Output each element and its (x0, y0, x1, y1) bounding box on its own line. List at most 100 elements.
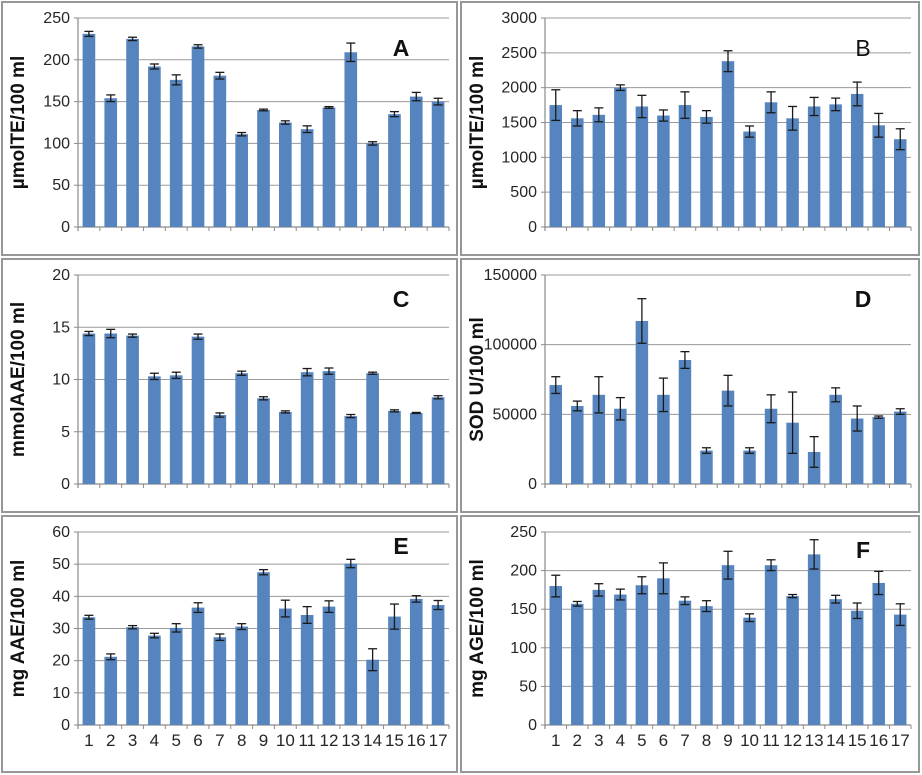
bar (657, 578, 670, 725)
x-tick-label: 12 (320, 731, 339, 750)
y-tick-label: 0 (61, 476, 70, 493)
panel-letter: B (855, 35, 870, 61)
bar (409, 598, 423, 725)
bar (366, 373, 379, 484)
x-tick-label: 17 (429, 731, 448, 750)
bar (344, 563, 358, 725)
x-tick-label: 8 (702, 731, 711, 750)
bar (235, 373, 249, 484)
bar (635, 320, 649, 484)
bar (409, 412, 423, 484)
bar (807, 106, 821, 227)
y-axis-title: µmolTE/100 ml (8, 56, 29, 189)
bar (104, 98, 118, 227)
y-tick-label: 0 (61, 219, 70, 236)
y-tick-label: 2500 (501, 45, 537, 62)
panel-e: 0 10 20 30 40 50 60 1 2 3 4 5 6 7 8 9 10 11 12 13 14 15 16 17 mg… (1, 515, 458, 773)
bar (388, 410, 401, 484)
bar (893, 139, 907, 227)
x-tick-label: 3 (128, 731, 137, 750)
y-tick-label: 0 (528, 717, 537, 734)
panel-a: 0 50 100 150 200 250 µmolTE/100 ml A (1, 1, 458, 256)
bar (235, 626, 249, 725)
y-tick-label: 60 (52, 524, 70, 541)
y-tick-label: 20 (52, 267, 70, 284)
bar (388, 616, 401, 725)
x-tick-label: 9 (723, 731, 732, 750)
bar (322, 371, 336, 484)
panel-letter: D (855, 286, 872, 312)
panel-letter: E (393, 533, 408, 559)
panel-letter: A (393, 35, 410, 61)
bar (366, 659, 379, 725)
x-tick-label: 4 (616, 731, 625, 750)
bar (409, 96, 423, 227)
bar (126, 627, 139, 725)
bar (743, 450, 756, 484)
bar (721, 61, 735, 228)
bar (388, 114, 401, 227)
x-tick-label: 14 (826, 731, 845, 750)
y-tick-label: 200 (510, 563, 537, 580)
x-tick-label: 7 (215, 731, 224, 750)
bar (191, 336, 205, 484)
bar (678, 105, 692, 227)
x-tick-label: 4 (150, 731, 159, 750)
bar (592, 394, 606, 484)
bar (148, 376, 161, 484)
bar (82, 333, 96, 484)
bar (278, 411, 292, 484)
panel-c: 0 5 10 15 20 mmolAAE/100 ml C (1, 258, 458, 513)
panel-d: 0 50000 100000 150000 SOD U/100 ml D (460, 258, 920, 513)
y-tick-label: 40 (52, 588, 70, 605)
bar (148, 635, 161, 725)
bar (169, 375, 183, 484)
bar (614, 594, 627, 725)
bar (635, 585, 649, 725)
y-tick-label: 250 (43, 10, 70, 27)
x-tick-label: 13 (805, 731, 824, 750)
y-axis-title: µmolTE/100 ml (467, 56, 488, 189)
bar (278, 122, 292, 227)
bar (571, 405, 584, 484)
bar (300, 129, 314, 227)
x-tick-label: 10 (276, 731, 295, 750)
y-tick-label: 2000 (501, 80, 537, 97)
bar (549, 385, 563, 484)
bar (807, 554, 821, 725)
bar (126, 335, 139, 484)
bar-chart-b: 0 500 1000 1500 2000 2500 3000 µmolTE/100 ml B (467, 10, 912, 236)
bar (614, 408, 627, 484)
y-tick-label: 50000 (493, 406, 538, 423)
x-tick-label: 15 (848, 731, 867, 750)
x-tick-label: 11 (762, 731, 780, 750)
y-tick-label: 0 (528, 476, 537, 493)
y-axis-title: SOD U/100 ml (467, 317, 488, 442)
bar (592, 589, 606, 725)
bar (829, 104, 842, 227)
y-tick-label: 150 (510, 601, 537, 618)
x-tick-label: 3 (594, 731, 603, 750)
bar (257, 572, 270, 725)
y-tick-label: 0 (528, 219, 537, 236)
bar (549, 586, 563, 725)
bar (213, 415, 227, 484)
y-tick-label: 100 (43, 135, 70, 152)
bar (257, 398, 270, 484)
y-axis-title: mmolAAE/100 ml (8, 302, 29, 457)
x-tick-label: 10 (740, 731, 759, 750)
bar (893, 614, 907, 725)
bar (300, 372, 314, 484)
y-tick-label: 15 (52, 319, 70, 336)
y-tick-label: 5 (61, 424, 70, 441)
x-tick-label: 17 (891, 731, 910, 750)
bar-chart-c: 0 5 10 15 20 mmolAAE/100 ml C (8, 267, 450, 493)
panel-letter: C (393, 286, 410, 312)
bar (850, 93, 864, 227)
x-tick-label: 2 (106, 731, 115, 750)
bar (104, 656, 118, 725)
x-tick-label: 15 (385, 731, 404, 750)
bar (431, 605, 445, 725)
